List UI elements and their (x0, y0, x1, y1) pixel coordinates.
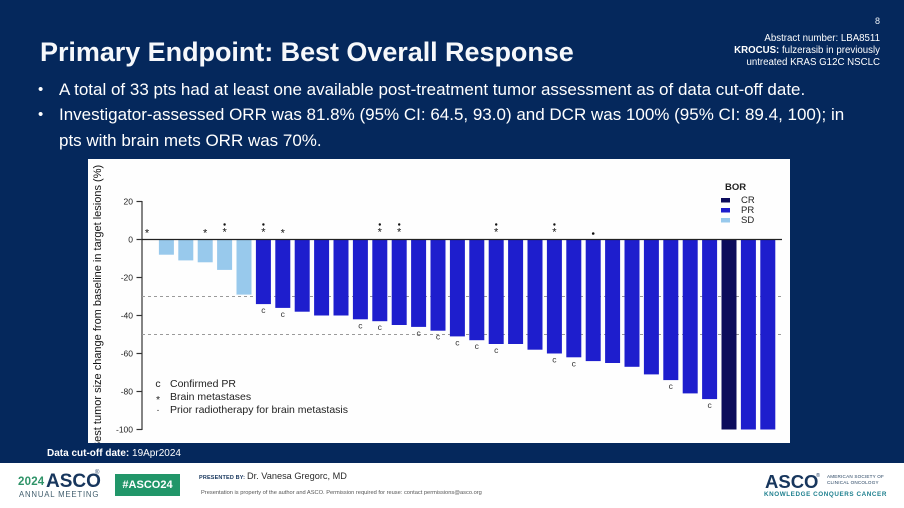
svg-text:BOR: BOR (725, 182, 746, 193)
svg-text:*: * (281, 228, 286, 240)
svg-text:CR: CR (741, 195, 755, 206)
svg-text:-20: -20 (121, 273, 134, 283)
svg-text:c: c (155, 378, 160, 390)
svg-text:0: 0 (128, 235, 133, 245)
svg-text:*: * (397, 227, 402, 239)
svg-text:*: * (494, 227, 499, 239)
svg-text:c: c (669, 381, 674, 391)
svg-text:c: c (707, 400, 712, 410)
svg-text:*: * (378, 227, 383, 239)
svg-text:c: c (475, 341, 480, 351)
svg-text:*: * (145, 228, 150, 240)
svg-text:*: * (156, 394, 160, 406)
svg-text:c: c (552, 355, 557, 365)
svg-text:c: c (416, 328, 421, 338)
svg-text:Brain metastases: Brain metastases (170, 391, 251, 403)
svg-text:*: * (222, 227, 227, 239)
svg-text:SD: SD (741, 215, 754, 226)
svg-text:c: c (572, 358, 577, 368)
svg-text:Prior radiotherapy for brain m: Prior radiotherapy for brain metastasis (170, 404, 348, 416)
svg-text:c: c (261, 305, 266, 315)
svg-text:c: c (378, 322, 383, 332)
svg-text:·: · (156, 404, 160, 416)
svg-text:Confirmed PR: Confirmed PR (170, 378, 236, 390)
svg-text:-100: -100 (116, 425, 133, 435)
svg-text:c: c (455, 337, 460, 347)
svg-text:20: 20 (124, 197, 134, 207)
svg-text:Best tumor size change from ba: Best tumor size change from baseline in … (92, 165, 104, 443)
svg-text:PR: PR (741, 205, 754, 216)
svg-text:-40: -40 (121, 311, 134, 321)
svg-text:c: c (436, 332, 441, 342)
svg-text:-80: -80 (121, 387, 134, 397)
svg-text:-60: -60 (121, 349, 134, 359)
svg-text:*: * (552, 227, 557, 239)
svg-text:c: c (358, 320, 363, 330)
svg-text:c: c (281, 309, 286, 319)
svg-text:c: c (494, 345, 499, 355)
svg-text:*: * (261, 227, 266, 239)
svg-text:*: * (203, 228, 208, 240)
